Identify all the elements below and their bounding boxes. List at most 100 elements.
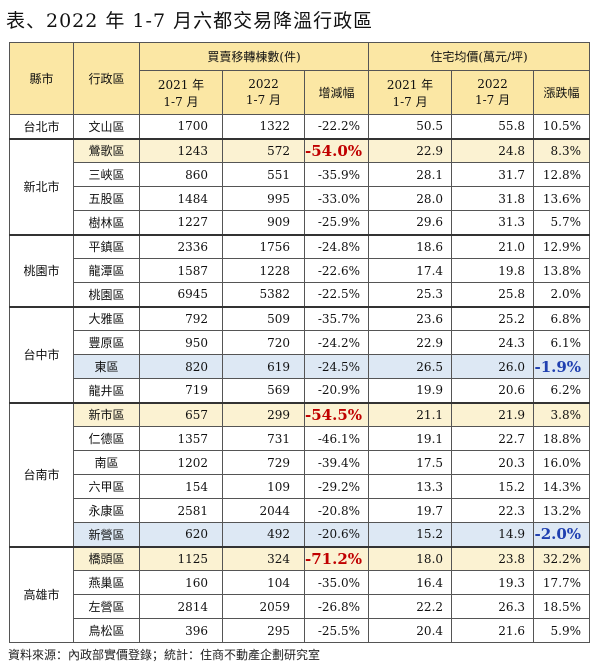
price-change-cell: 18.5% (533, 594, 591, 619)
table-row: 桃園市 平鎮區 2336 1756 -24.8% 18.6 21.0 12.9% (9, 233, 591, 307)
volume-2022-cell: 551 (222, 162, 305, 187)
district-cell: 平鎮區 (73, 233, 140, 259)
header-volume-2021: 2021 年 1-7 月 (139, 70, 223, 115)
volume-2021-cell: 950 (139, 330, 223, 355)
district-cell: 左營區 (73, 594, 140, 619)
header-volume-group: 買賣移轉棟數(件) (138, 42, 370, 71)
price-change-cell: 13.2% (533, 498, 591, 523)
volume-2021-cell: 719 (139, 378, 223, 403)
price-2021-cell: 29.6 (368, 210, 453, 235)
price-2021-cell: 19.7 (368, 498, 453, 523)
price-2022-cell: 31.8 (451, 186, 535, 211)
price-2022-cell: 22.7 (451, 426, 535, 451)
district-cell: 鶯歌區 (73, 137, 140, 163)
table-row: 龍井區 719 569 -20.9% 19.9 20.6 6.2% (10, 378, 591, 403)
volume-change-cell: -46.1% (303, 426, 370, 451)
volume-2022-cell: 104 (222, 570, 305, 595)
price-2021-cell: 17.4 (368, 258, 453, 283)
volume-2022-cell: 729 (222, 450, 305, 475)
price-change-cell: 6.8% (533, 305, 591, 331)
volume-change-cell: -22.6% (303, 258, 370, 283)
price-2021-cell: 13.3 (368, 474, 453, 499)
price-2022-cell: 21.6 (451, 618, 535, 643)
price-change-cell: 32.2% (533, 545, 591, 571)
district-cell: 六甲區 (73, 474, 140, 499)
price-2022-cell: 20.6 (451, 378, 535, 403)
volume-2022-cell: 509 (222, 305, 305, 331)
price-2022-cell: 31.7 (451, 162, 535, 187)
volume-change-cell: -20.9% (303, 378, 370, 403)
table-row: 新營區 620 492 -20.6% 15.2 14.9 -2.0% (10, 522, 591, 547)
volume-2022-cell: 720 (222, 330, 305, 355)
price-change-cell: 12.9% (533, 233, 591, 259)
price-2022-cell: 26.0 (451, 354, 535, 379)
volume-2021-cell: 1357 (139, 426, 223, 451)
district-cell: 新營區 (73, 522, 140, 547)
volume-change-cell: -25.9% (303, 210, 370, 235)
volume-2022-cell: 1228 (222, 258, 305, 283)
price-2022-cell: 55.8 (451, 114, 535, 139)
table-row: 桃園區 6945 5382 -22.5% 25.3 25.8 2.0% (10, 282, 591, 307)
header-price-2022: 2022 1-7 月 (451, 70, 535, 115)
price-2021-cell: 25.3 (368, 282, 453, 307)
table-row: 仁德區 1357 731 -46.1% 19.1 22.7 18.8% (10, 426, 591, 451)
volume-2021-cell: 396 (139, 618, 223, 643)
city-cell: 新北市 (9, 137, 74, 235)
table-row: 台中市 大雅區 792 509 -35.7% 23.6 25.2 6.8% (9, 305, 591, 403)
price-2022-cell: 15.2 (451, 474, 535, 499)
volume-change-cell: -24.8% (303, 233, 370, 259)
volume-2022-cell: 619 (222, 354, 305, 379)
volume-2022-cell: 2044 (222, 498, 305, 523)
price-change-cell: -1.9% (533, 354, 591, 379)
table-row: 六甲區 154 109 -29.2% 13.3 15.2 14.3% (10, 474, 591, 499)
price-change-cell: 13.8% (533, 258, 591, 283)
district-cell: 樹林區 (73, 210, 140, 235)
district-cell: 龍潭區 (73, 258, 140, 283)
price-change-cell: 10.5% (533, 114, 591, 139)
price-2022-cell: 31.3 (451, 210, 535, 235)
volume-2021-cell: 792 (139, 305, 223, 331)
price-2022-cell: 21.9 (451, 401, 535, 427)
volume-2021-cell: 1587 (139, 258, 223, 283)
table-row: 三峽區 860 551 -35.9% 28.1 31.7 12.8% (10, 162, 591, 187)
volume-change-cell: -35.7% (303, 305, 370, 331)
price-change-cell: 3.8% (533, 401, 591, 427)
price-2021-cell: 15.2 (368, 522, 453, 547)
district-cell: 鳥松區 (73, 618, 140, 643)
price-2022-cell: 24.8 (451, 137, 535, 163)
price-change-cell: 5.9% (533, 618, 591, 643)
volume-change-cell: -26.8% (303, 594, 370, 619)
volume-change-cell: -35.9% (303, 162, 370, 187)
price-change-cell: 16.0% (533, 450, 591, 475)
table-row: 樹林區 1227 909 -25.9% 29.6 31.3 5.7% (10, 210, 591, 235)
volume-change-cell: -20.8% (303, 498, 370, 523)
city-cell: 高雄市 (9, 545, 74, 643)
table-row: 台南市 新市區 657 299 -54.5% 21.1 21.9 3.8% (9, 401, 591, 547)
price-2021-cell: 16.4 (368, 570, 453, 595)
volume-change-cell: -33.0% (303, 186, 370, 211)
price-change-cell: -2.0% (533, 522, 591, 547)
price-2022-cell: 19.3 (451, 570, 535, 595)
table-row: 南區 1202 729 -39.4% 17.5 20.3 16.0% (10, 450, 591, 475)
volume-change-cell: -39.4% (303, 450, 370, 475)
price-2022-cell: 23.8 (451, 545, 535, 571)
volume-2022-cell: 569 (222, 378, 305, 403)
district-cell: 新市區 (73, 401, 140, 427)
city-cell: 台北市 (9, 114, 74, 139)
table-row: 新北市 鶯歌區 1243 572 -54.0% 22.9 24.8 8.3% (9, 137, 591, 235)
district-cell: 南區 (73, 450, 140, 475)
volume-2021-cell: 160 (139, 570, 223, 595)
volume-2022-cell: 295 (222, 618, 305, 643)
volume-change-cell: -29.2% (303, 474, 370, 499)
volume-change-cell: -24.5% (303, 354, 370, 379)
table-row: 高雄市 橋頭區 1125 324 -71.2% 18.0 23.8 32.2% (9, 545, 591, 643)
volume-2022-cell: 492 (222, 522, 305, 547)
price-2021-cell: 22.9 (368, 137, 453, 163)
price-2022-cell: 25.8 (451, 282, 535, 307)
volume-2021-cell: 2581 (139, 498, 223, 523)
price-2022-cell: 20.3 (451, 450, 535, 475)
volume-2021-cell: 1202 (139, 450, 223, 475)
price-2021-cell: 28.1 (368, 162, 453, 187)
price-2021-cell: 19.1 (368, 426, 453, 451)
table-row: 台北市 文山區 1700 1322 -22.2% 50.5 55.8 10.5% (9, 114, 591, 139)
